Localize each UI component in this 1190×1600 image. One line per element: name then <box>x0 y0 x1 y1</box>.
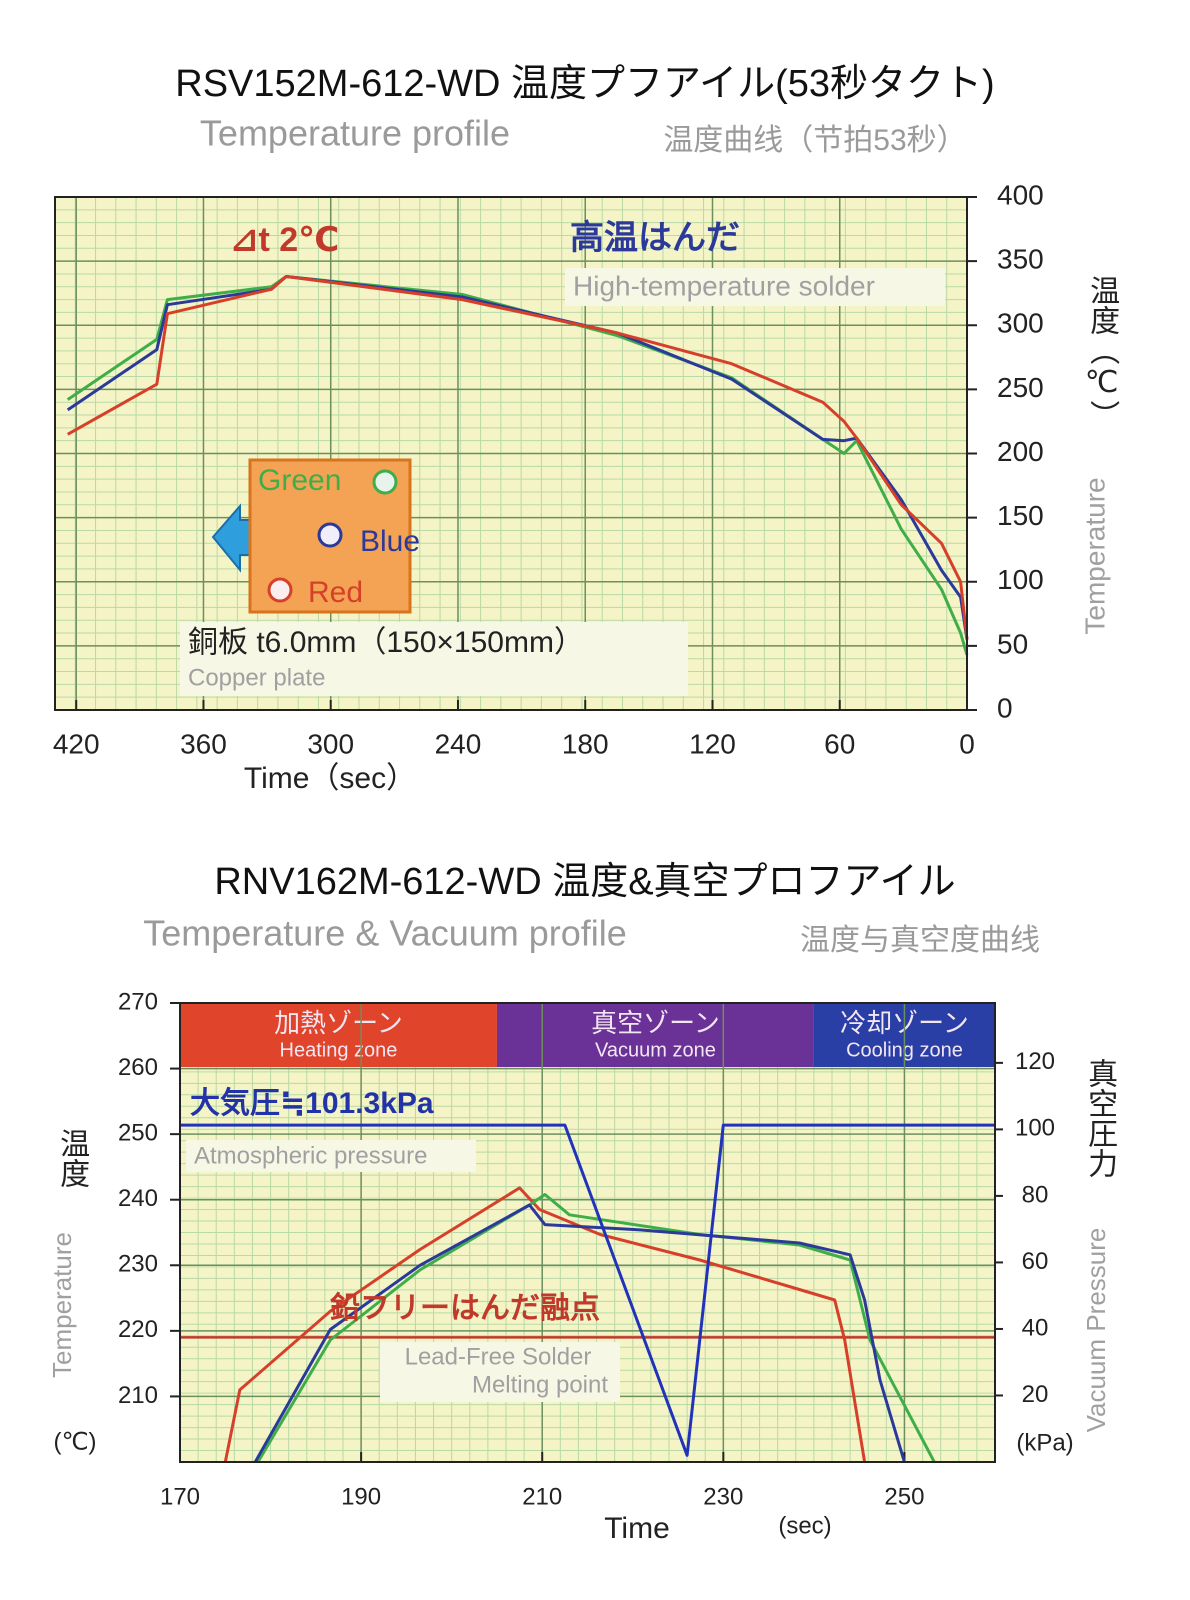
x-axis-label: Time（sec） <box>244 762 416 795</box>
chart-subtitle: Temperature & Vacuum profile <box>143 913 627 954</box>
y2-tick-label: 120 <box>1015 1048 1055 1075</box>
annotation: 大気圧≒101.3kPa <box>190 1087 434 1120</box>
chart-title: RNV162M-612-WD 温度&真空プロフアイル <box>214 861 955 903</box>
y-tick-label: 100 <box>997 564 1044 595</box>
y2-tick-label: 40 <box>1022 1314 1049 1341</box>
zone-label: 加熱ゾーン <box>274 1008 403 1038</box>
x-axis-unit: (sec) <box>778 1512 831 1539</box>
annotation-box <box>380 1342 620 1402</box>
zone-label-en: Vacuum zone <box>595 1039 716 1061</box>
y2-axis-label-en: Vacuum Pressure <box>1081 1228 1111 1433</box>
x-tick-label: 360 <box>180 728 227 759</box>
series-line <box>180 1123 995 1457</box>
annotation: Copper plate <box>188 664 325 691</box>
x-axis-label: Time <box>604 1512 670 1545</box>
y-tick-label: 350 <box>997 244 1044 275</box>
x-tick-label: 170 <box>160 1483 200 1510</box>
annotation-box <box>186 1140 476 1172</box>
x-tick-label: 60 <box>824 728 855 759</box>
y-tick-label: 240 <box>118 1185 158 1212</box>
annotation: Atmospheric pressure <box>194 1142 427 1169</box>
zone <box>496 1003 814 1067</box>
plot-frame <box>179 1002 996 1463</box>
y-tick-label: 260 <box>118 1054 158 1081</box>
zone-label-en: Heating zone <box>280 1039 398 1061</box>
y-tick-label: 400 <box>997 179 1044 210</box>
y-axis-unit: (℃) <box>54 1428 97 1455</box>
series-line <box>66 275 969 640</box>
zone <box>180 1003 497 1067</box>
legend-label: Blue <box>360 525 420 558</box>
legend-label: Green <box>258 464 341 497</box>
y2-axis-unit: (kPa) <box>1016 1429 1073 1456</box>
annotation: 銅板 t6.0mm（150×150mm） <box>188 626 584 659</box>
x-tick-label: 240 <box>435 728 482 759</box>
y-tick-label: 210 <box>118 1382 158 1409</box>
y2-tick-label: 80 <box>1022 1181 1049 1208</box>
annotation: ⊿t 2℃ <box>230 221 339 259</box>
annotation: 高温はんだ <box>570 219 740 257</box>
series-line <box>256 1193 936 1463</box>
y-tick-label: 150 <box>997 500 1044 531</box>
y-tick-label: 50 <box>997 628 1028 659</box>
x-tick-label: 0 <box>959 728 975 759</box>
series-line <box>66 275 969 640</box>
y-tick-label: 250 <box>997 372 1044 403</box>
y-axis-label: 温度 <box>55 1128 89 1188</box>
y2-axis-label: 真空圧力 <box>1083 1058 1117 1178</box>
chart-title: RSV152M-612-WD 温度プフアイル(53秒タクト) <box>175 63 994 105</box>
series-line <box>253 1203 906 1463</box>
annotation-box <box>565 268 945 306</box>
y-tick-label: 220 <box>118 1316 158 1343</box>
legend-label: Red <box>308 576 363 609</box>
x-tick-label: 120 <box>689 728 736 759</box>
y-tick-label: 300 <box>997 308 1044 339</box>
series-line <box>223 1186 867 1463</box>
plot-frame <box>54 196 968 711</box>
annotation-box <box>180 622 688 696</box>
y-tick-label: 230 <box>118 1251 158 1278</box>
y2-tick-label: 100 <box>1015 1115 1055 1142</box>
annotation: High-temperature solder <box>573 270 875 301</box>
y-tick-label: 250 <box>118 1119 158 1146</box>
chart-subtitle-cn: 温度曲线（节拍53秒） <box>663 124 966 157</box>
y2-tick-label: 20 <box>1022 1381 1049 1408</box>
x-tick-label: 250 <box>884 1483 924 1510</box>
y2-tick-label: 60 <box>1022 1248 1049 1275</box>
y-tick-label: 200 <box>997 436 1044 467</box>
y-tick-label: 270 <box>118 988 158 1015</box>
chart-subtitle: Temperature profile <box>200 113 510 154</box>
legend-marker <box>267 577 293 603</box>
x-tick-label: 420 <box>53 728 100 759</box>
annotation: Melting point <box>472 1371 608 1398</box>
x-tick-label: 190 <box>341 1483 381 1510</box>
y-axis-label-en: Temperature <box>1079 477 1110 634</box>
x-tick-label: 180 <box>562 728 609 759</box>
x-tick-label: 300 <box>307 728 354 759</box>
y-axis-label-en: Temperature <box>47 1232 77 1378</box>
y-axis-label: 温度（℃） <box>1085 275 1120 430</box>
y-tick-label: 0 <box>997 692 1013 723</box>
chart-subtitle-cn: 温度与真空度曲线 <box>800 924 1040 957</box>
annotation: Lead-Free Solder <box>405 1343 592 1370</box>
x-tick-label: 210 <box>522 1483 562 1510</box>
legend-marker <box>372 469 398 495</box>
legend-marker <box>317 522 343 548</box>
x-tick-label: 230 <box>703 1483 743 1510</box>
zone-label: 真空ゾーン <box>591 1008 720 1038</box>
annotation: 鉛フリーはんだ融点 <box>330 1291 600 1325</box>
